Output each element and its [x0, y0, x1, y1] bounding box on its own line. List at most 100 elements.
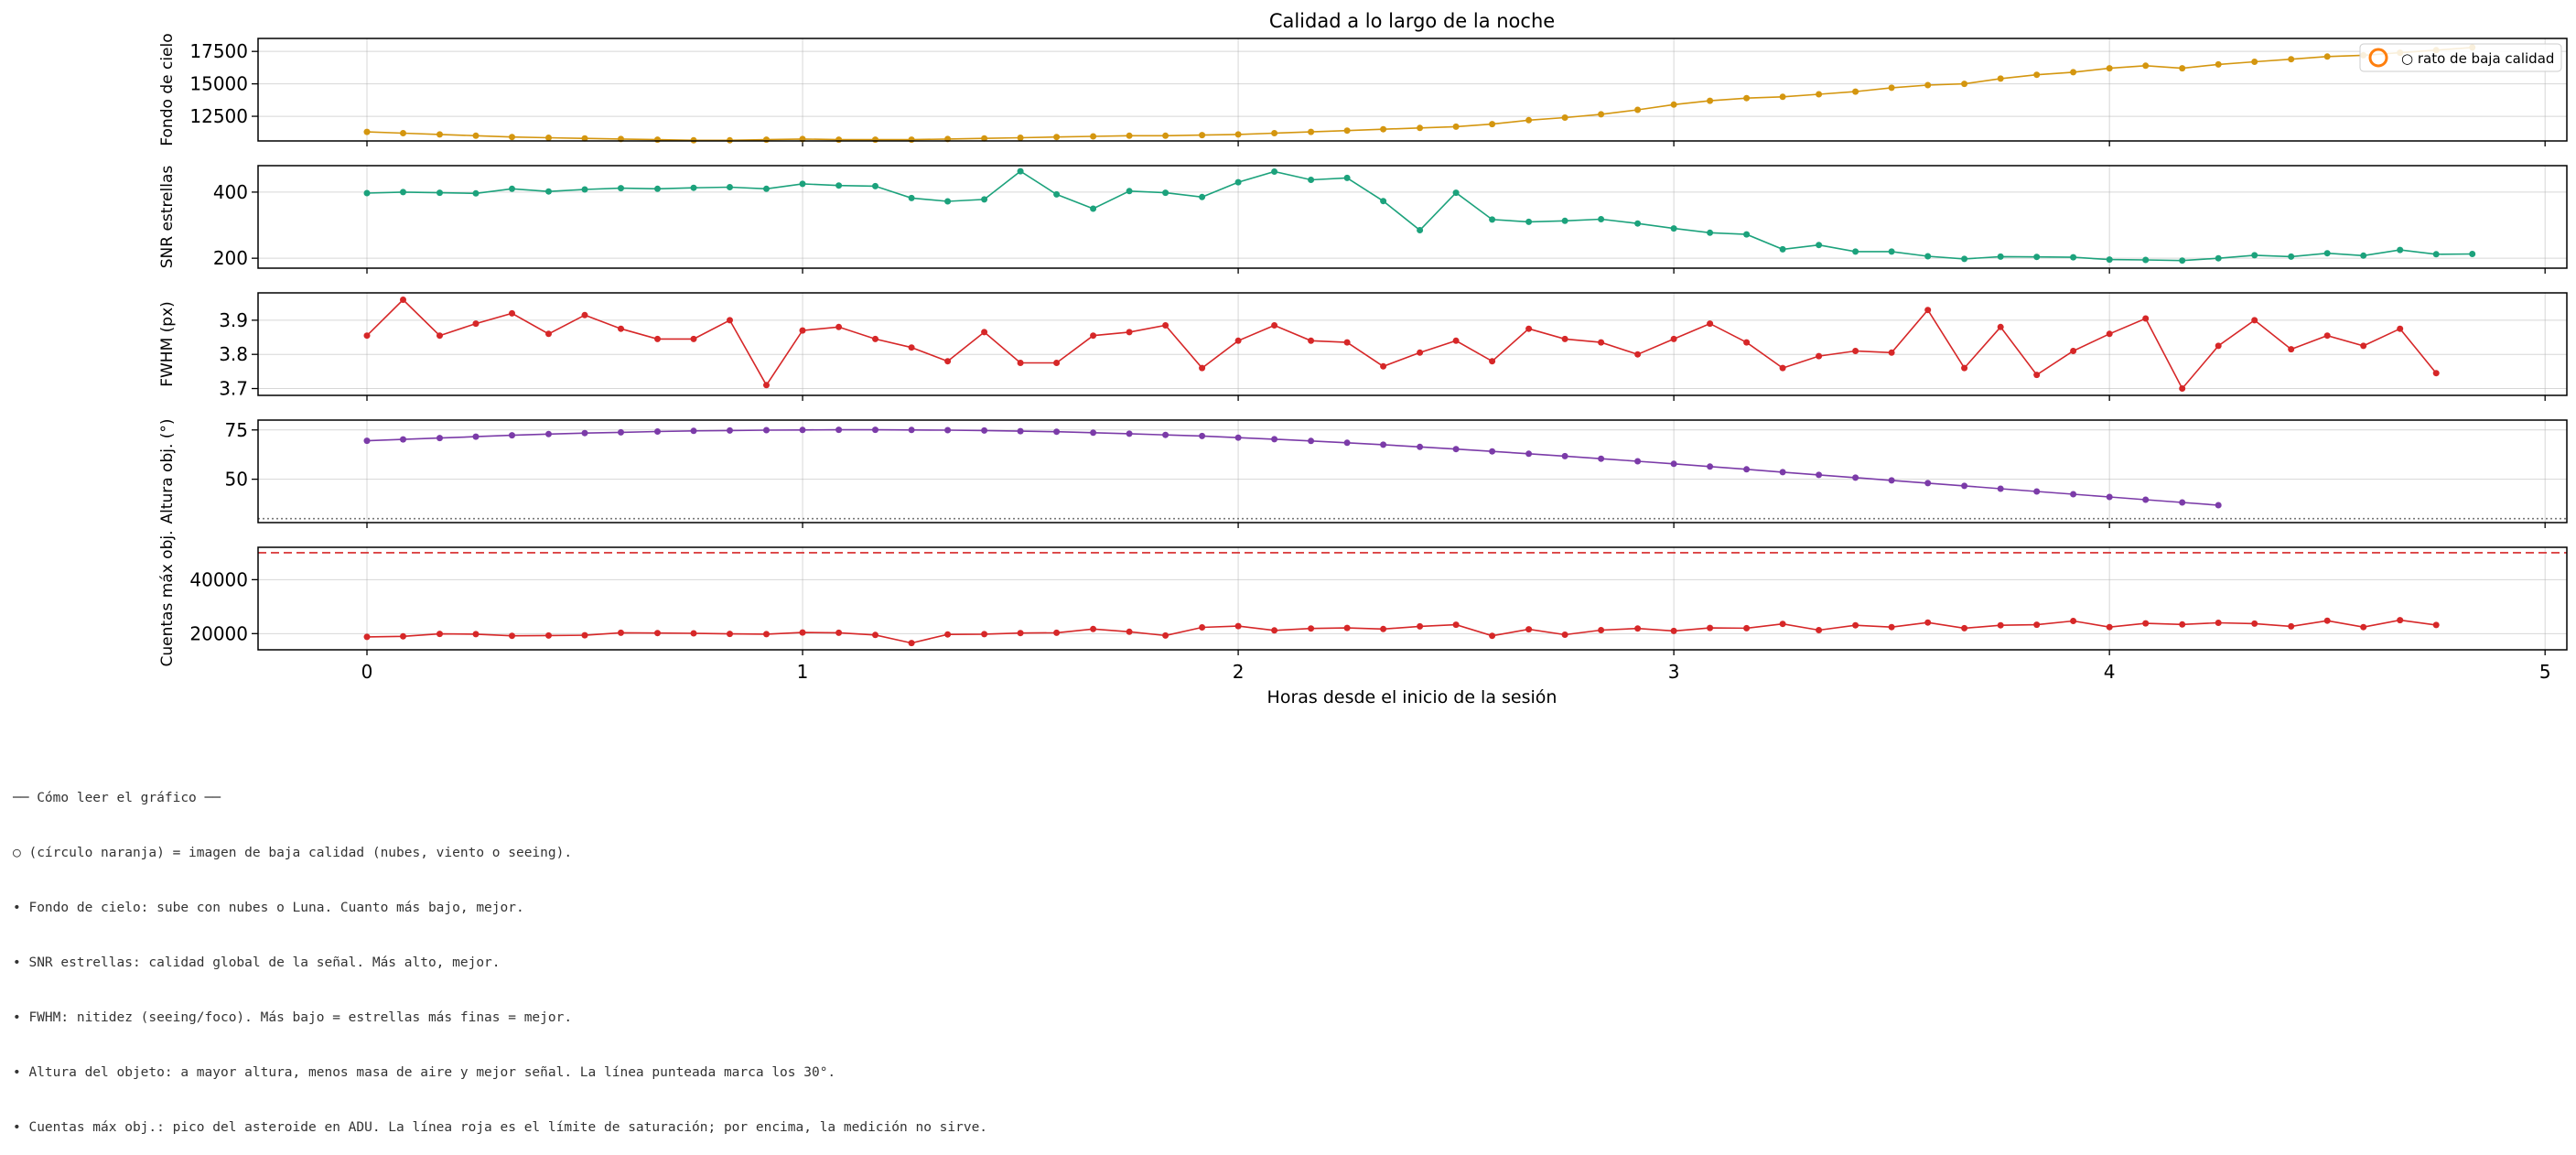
data-point — [1525, 218, 1533, 225]
data-point — [545, 188, 552, 195]
data-point — [1090, 205, 1097, 212]
data-point — [618, 325, 624, 332]
y-tick-label: 3.7 — [219, 378, 248, 400]
data-point — [1380, 198, 1387, 205]
data-point — [581, 429, 588, 437]
data-point — [1417, 443, 1424, 450]
data-point — [1561, 335, 1568, 342]
series-line — [366, 428, 2219, 506]
data-point — [1017, 427, 1024, 435]
x-tick-label: 3 — [1668, 661, 1680, 683]
data-point — [2070, 491, 2077, 498]
x-tick-label: 2 — [1233, 661, 1245, 683]
data-point — [908, 136, 915, 144]
data-point — [2179, 499, 2186, 506]
data-point — [1525, 116, 1533, 124]
data-point — [944, 426, 952, 434]
y-axis-label: SNR estrellas — [158, 166, 177, 269]
y-axis-label: Cuentas máx obj. — [158, 531, 177, 667]
data-point — [509, 432, 515, 439]
data-point — [799, 327, 806, 334]
data-point — [654, 335, 661, 342]
data-point — [1561, 217, 1568, 224]
panel-frame — [257, 546, 2568, 651]
data-point — [2288, 56, 2295, 63]
data-point — [690, 630, 697, 637]
data-point — [835, 182, 843, 189]
data-point — [2323, 53, 2331, 60]
data-point — [1308, 437, 1315, 445]
data-point — [1162, 431, 1169, 438]
x-axis-label: Horas desde el inicio de la sesión — [1267, 687, 1557, 707]
data-point — [1670, 335, 1677, 342]
chart-panels: 12500 15000 17500 Fondo de cielo 200 400 SNR e… — [158, 33, 2568, 667]
data-point — [1234, 622, 1242, 630]
data-point — [944, 198, 952, 205]
data-point — [437, 189, 443, 197]
data-point — [1961, 624, 1968, 631]
data-point — [618, 185, 624, 192]
data-point — [763, 426, 770, 434]
data-point — [835, 426, 843, 434]
data-point — [2251, 59, 2258, 65]
data-point — [1452, 621, 1460, 629]
y-tick-label: 75 — [225, 419, 248, 441]
data-point — [581, 186, 588, 193]
data-point — [981, 135, 988, 142]
data-point — [654, 185, 661, 192]
data-point — [872, 426, 878, 434]
data-point — [1598, 111, 1605, 118]
data-point — [654, 136, 661, 144]
data-point — [1452, 123, 1460, 130]
data-point — [1308, 177, 1315, 183]
data-point — [2360, 252, 2367, 259]
data-point — [2033, 372, 2041, 379]
reading-guide-line: • FWHM: nitidez (seeing/foco). Más bajo … — [13, 1010, 573, 1025]
data-point — [1888, 349, 1895, 356]
data-point — [1598, 339, 1605, 346]
panel-4: 50 75 Altura obj. (°) — [158, 418, 2568, 528]
data-point — [1743, 624, 1751, 631]
panel-frame — [257, 165, 2568, 269]
data-point — [1126, 430, 1133, 437]
data-point — [1199, 132, 1206, 139]
data-point — [2033, 621, 2041, 629]
data-point — [1343, 127, 1351, 135]
x-tick-label: 1 — [797, 661, 809, 683]
reading-guide-header: ── Cómo leer el gráfico ── — [13, 791, 221, 805]
y-tick-label: 40000 — [189, 568, 248, 590]
data-point — [1452, 337, 1460, 344]
data-point — [2251, 252, 2258, 259]
data-point — [400, 436, 406, 443]
y-tick-label: 12500 — [189, 105, 248, 127]
y-tick-label: 200 — [213, 247, 248, 269]
data-point — [799, 426, 806, 434]
data-point — [1816, 627, 1823, 633]
data-point — [2142, 496, 2150, 503]
legend-marker-icon — [2368, 48, 2388, 68]
data-point — [1308, 337, 1315, 344]
data-point — [1634, 458, 1642, 465]
data-point — [2432, 621, 2440, 629]
data-point — [690, 184, 697, 191]
data-point — [835, 323, 843, 330]
data-point — [1053, 190, 1061, 198]
data-point — [908, 344, 915, 351]
data-point — [1961, 255, 1968, 263]
data-point — [1561, 631, 1568, 638]
data-point — [727, 317, 733, 324]
data-point — [363, 633, 371, 641]
data-point — [1816, 352, 1823, 360]
data-point — [1997, 253, 2004, 260]
data-point — [581, 631, 588, 639]
series-line — [366, 170, 2473, 262]
data-point — [2215, 620, 2222, 626]
panel-frame — [257, 38, 2568, 142]
data-point — [1525, 626, 1533, 633]
data-point — [1888, 248, 1895, 255]
data-point — [1017, 630, 1024, 637]
data-point — [690, 335, 697, 342]
data-point — [1743, 339, 1751, 346]
data-point — [1816, 471, 1823, 479]
data-point — [472, 189, 480, 197]
